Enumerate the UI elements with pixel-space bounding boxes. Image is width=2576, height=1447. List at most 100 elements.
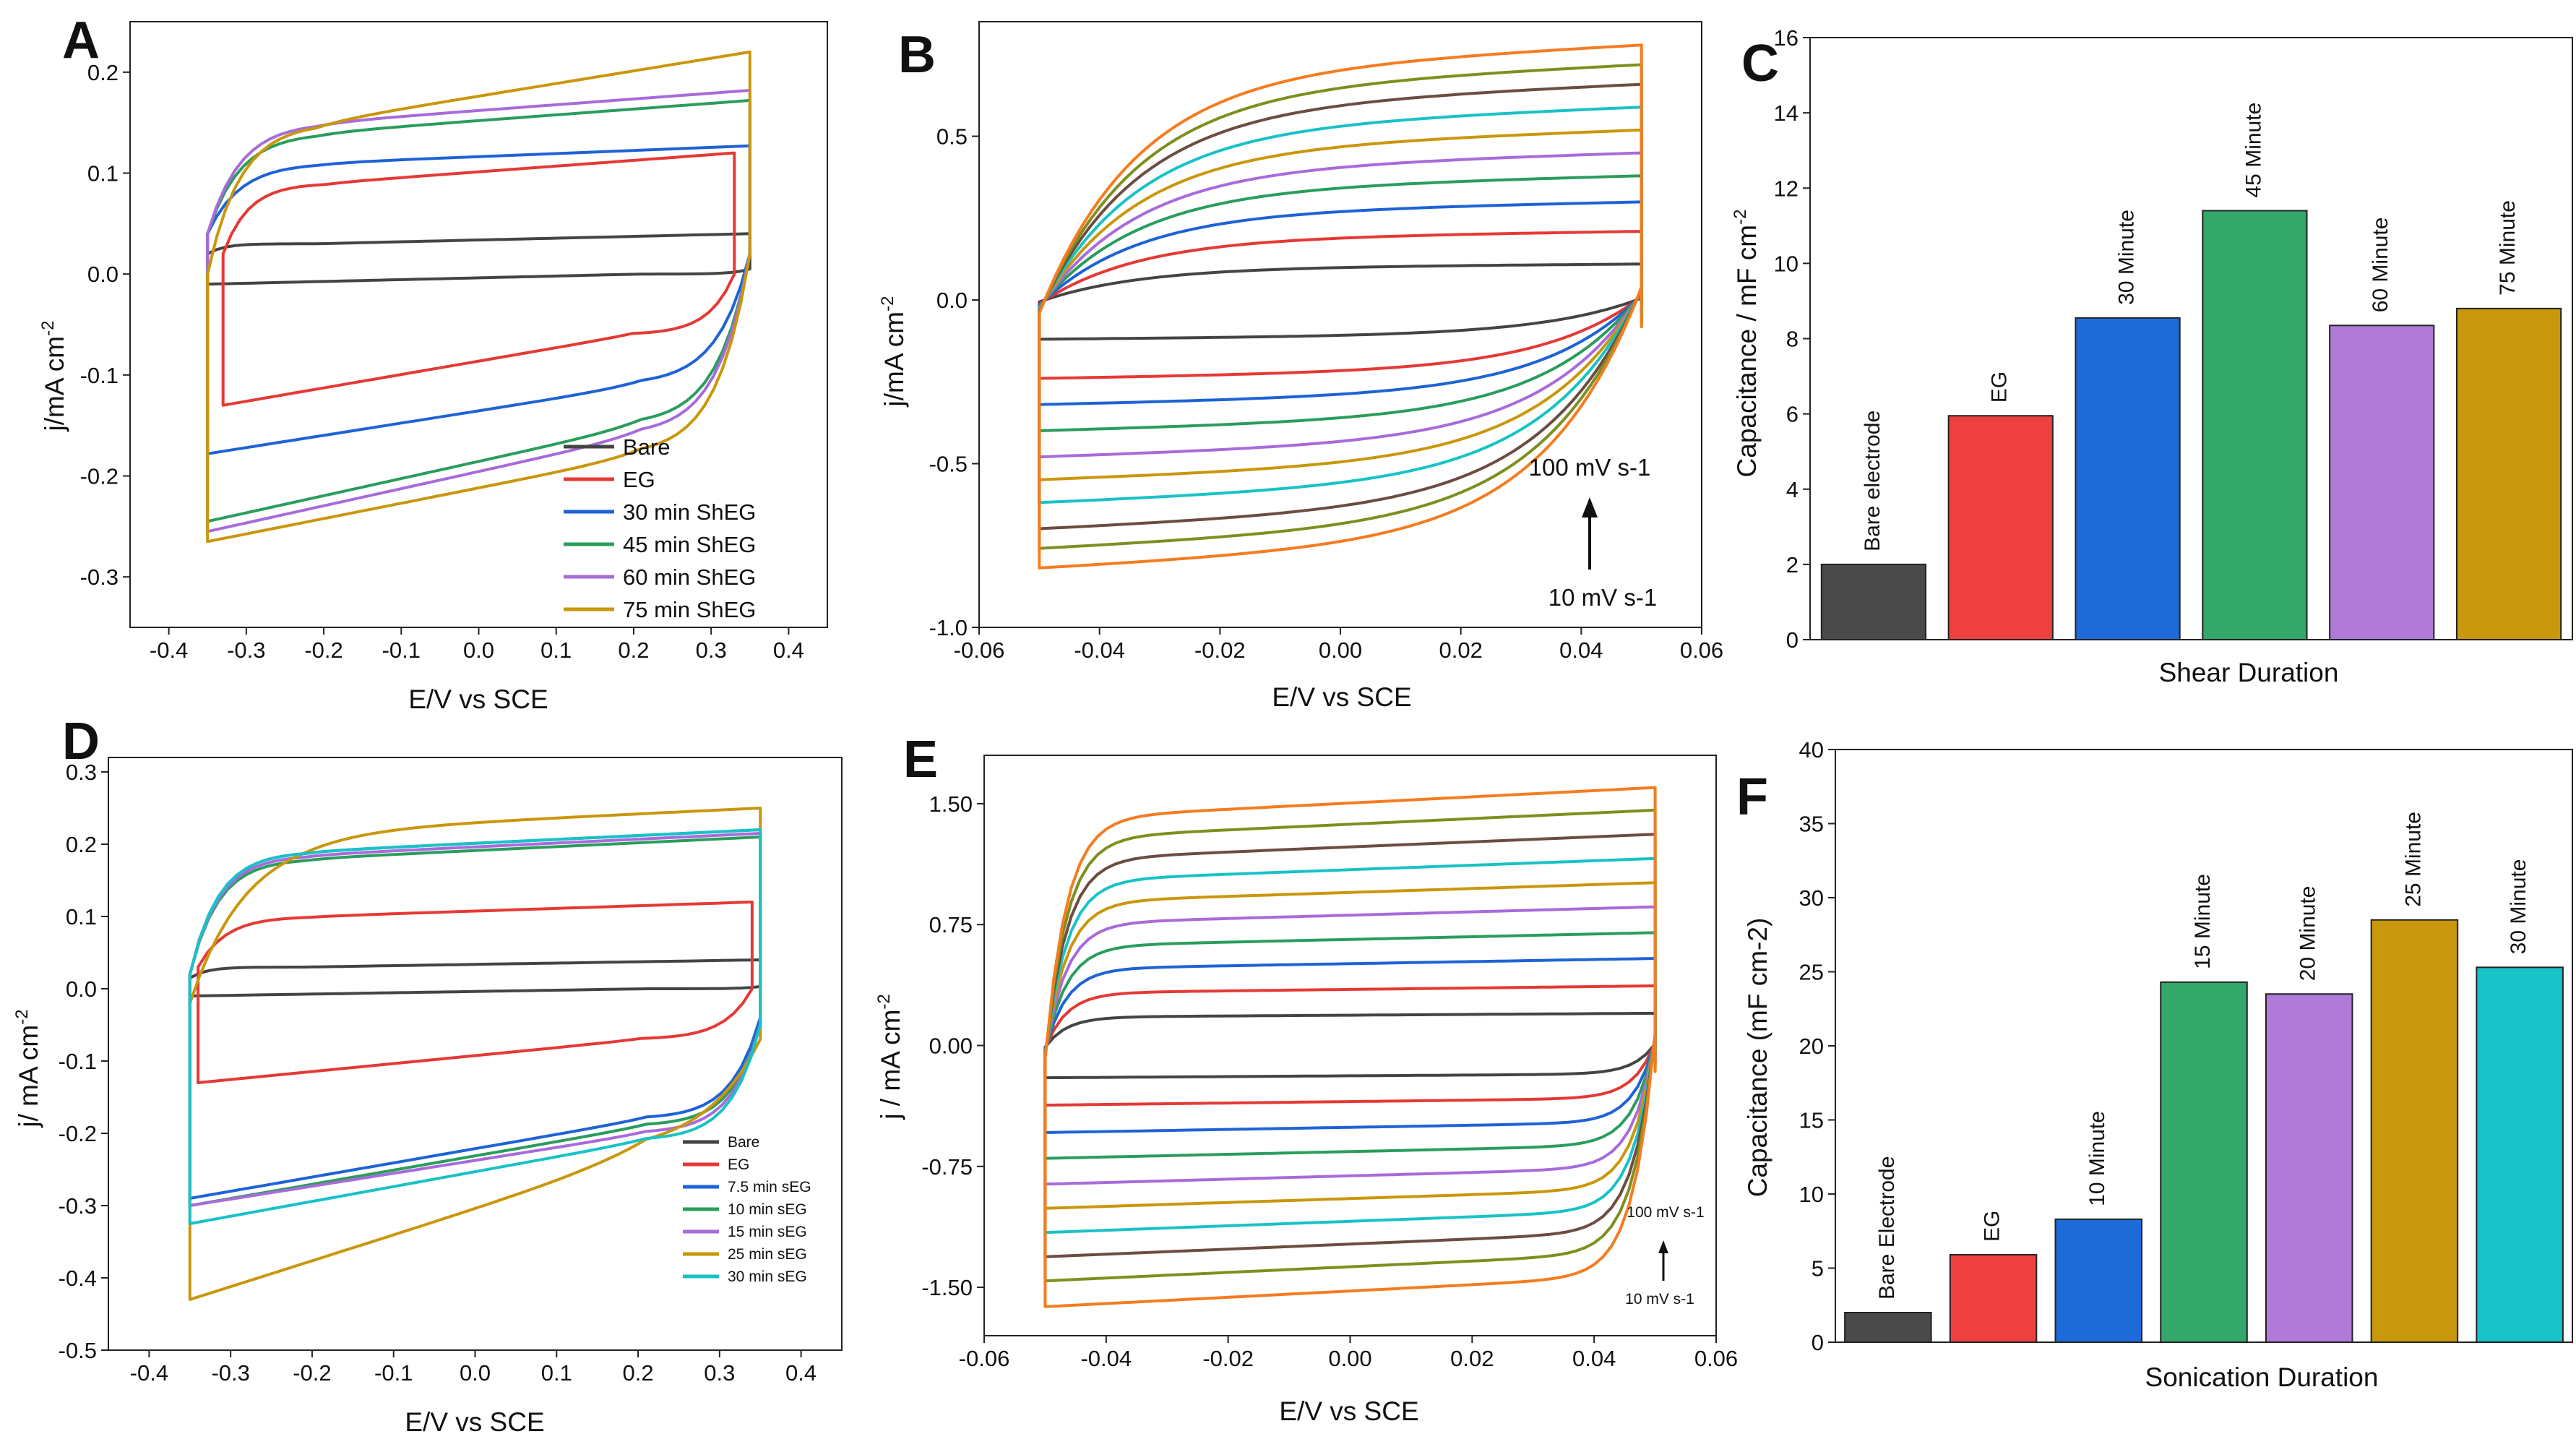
x-tick-label: 0.1	[540, 637, 572, 663]
panel-c-xlabel: Shear Duration	[2159, 658, 2339, 687]
cv-curve-75-min-ShEG	[206, 50, 751, 544]
x-tick-label: -0.3	[227, 637, 265, 663]
y-tick-label: -0.5	[59, 1338, 97, 1363]
y-tick-label: 2	[1786, 552, 1799, 577]
panel-b-ylabel-sup: -2	[878, 296, 897, 312]
panel-a-ylabel: j/mA cm-2	[38, 321, 69, 432]
x-tick-label: 0.3	[696, 637, 727, 663]
bar-label: 45 Minute	[2241, 103, 2265, 198]
panel-e-scan-arrow	[1658, 1240, 1668, 1281]
bar-label: 30 Minute	[2115, 210, 2139, 305]
y-tick-label: 0.0	[936, 288, 968, 313]
x-tick-label: -0.06	[954, 637, 1005, 663]
x-tick-label: -0.1	[374, 1360, 413, 1386]
x-tick-label: 0.1	[541, 1360, 572, 1386]
cv-curve-25-min-sEG	[188, 807, 762, 1301]
legend-label: 60 min ShEG	[623, 564, 756, 590]
x-tick-label: -0.04	[1074, 637, 1125, 663]
x-tick-label: 0.2	[618, 637, 649, 663]
panel-d-xlabel: E/V vs SCE	[405, 1407, 544, 1437]
y-tick-label: -0.3	[80, 564, 119, 590]
panel-d-ylabel-sup: -2	[12, 1009, 32, 1024]
cv-curve-40-mV-s-1	[1038, 174, 1643, 432]
x-tick-label: 0.4	[773, 637, 804, 663]
panel-c-plot: 0 2 4 6 8 10 12 14 16 Bare electrode EG 30 Minute 45…	[1774, 25, 2573, 653]
y-tick-label: 1.50	[929, 791, 973, 817]
x-tick-label: -0.02	[1194, 637, 1246, 663]
y-tick-label: 30	[1799, 885, 1824, 911]
y-tick-label: 8	[1786, 327, 1799, 352]
bar-label: Bare electrode	[1861, 411, 1884, 551]
panel-e-plot: -0.06 -0.04 -0.02 0.00 0.02 0.04 0.06 -1.50 -0.7…	[921, 755, 1738, 1371]
y-tick-label: 40	[1799, 737, 1824, 763]
bar-15-minute	[2160, 981, 2248, 1343]
y-tick-label: 0	[1786, 627, 1799, 653]
cv-curve-100-mV-s-1	[1038, 43, 1643, 570]
bar-25-minute	[2370, 919, 2459, 1343]
y-tick-label: 20	[1799, 1034, 1824, 1059]
legend-label: Bare	[728, 1134, 759, 1151]
y-tick-label: 14	[1774, 100, 1799, 126]
x-tick-label: -0.1	[382, 637, 421, 663]
legend-label: 10 min sEG	[728, 1201, 807, 1218]
y-tick-label: 4	[1786, 477, 1799, 502]
bar-75-minute	[2455, 307, 2562, 640]
panel-c-ylabel: Capacitance / mF cm-2	[1731, 210, 1762, 478]
y-tick-label: 0.1	[87, 161, 119, 186]
panel-c-ylabel-main: Capacitance / mF cm	[1732, 225, 1762, 478]
panel-d-ylabel-main: j/ mA cm	[14, 1025, 43, 1128]
panel-e-ylabel: j / mA cm-2	[874, 994, 905, 1120]
legend-label: Bare	[623, 434, 670, 460]
panel-f-ylabel: Capacitance (mF cm-2)	[1743, 918, 1772, 1198]
bar-eg	[1949, 1254, 2038, 1344]
cv-curve-100-mV-s-1	[1043, 786, 1657, 1308]
y-tick-label: -0.75	[921, 1154, 973, 1180]
panel-f: F 0 5 10 15 20 25 30 35 40 Bare Electrode EG 10 Min…	[1736, 737, 2573, 1392]
legend-label: 25 min sEG	[728, 1246, 807, 1263]
bar-label: 75 Minute	[2496, 200, 2520, 296]
bar-20-minute	[2265, 993, 2353, 1343]
panel-a: A -0.4 -0.3 -0.2 -0.1 0.0 0.1 0.2 0.3 0.4-0.3-0.…	[38, 12, 828, 714]
panel-b-plot: -0.06 -0.04 -0.02 0.00 0.02 0.04 0.06 -1.0 -0.5 0…	[929, 21, 1723, 663]
y-tick-label: 0.00	[929, 1034, 973, 1059]
x-tick-label: 0.00	[1319, 637, 1362, 663]
y-tick-label: 25	[1799, 960, 1824, 985]
y-tick-label: 15	[1799, 1108, 1824, 1133]
panel-e-annotation-low: 10 mV s-1	[1625, 1291, 1694, 1308]
panel-f-xlabel: Sonication Duration	[2145, 1362, 2379, 1392]
y-tick-label: 0.0	[66, 976, 97, 1002]
y-tick-label: 0.2	[87, 60, 119, 85]
x-tick-label: -0.2	[304, 637, 343, 663]
panel-b-xlabel: E/V vs SCE	[1272, 682, 1411, 712]
y-tick-label: -0.3	[59, 1193, 97, 1219]
bar-label: Bare Electrode	[1875, 1156, 1899, 1300]
x-tick-label: -0.3	[211, 1360, 249, 1386]
cv-curve-40-mV-s-1	[1043, 931, 1657, 1160]
y-tick-label: 35	[1799, 812, 1824, 837]
y-tick-label: -0.5	[929, 452, 968, 477]
panel-b-annotation-high: 100 mV s-1	[1529, 454, 1651, 481]
cv-curve-30-min-ShEG	[206, 144, 751, 455]
legend-label: 75 min ShEG	[623, 597, 756, 622]
cv-curve-10-min-sEG	[188, 836, 762, 1207]
cv-curve-EG	[221, 151, 736, 407]
panel-a-letter: A	[62, 12, 100, 69]
cv-curve-20-mV-s-1	[1043, 984, 1657, 1107]
x-tick-label: 0.02	[1439, 637, 1482, 663]
panel-a-ylabel-main: j/mA cm	[40, 336, 69, 432]
bar-label: 15 Minute	[2191, 874, 2215, 969]
legend-label: EG	[728, 1156, 749, 1173]
bar-label: EG	[1988, 372, 2012, 403]
x-tick-label: -0.4	[130, 1360, 168, 1386]
cv-curve-7.5-min-sEG	[188, 828, 762, 1200]
y-tick-label: 0.1	[66, 904, 97, 929]
y-tick-label: -0.1	[80, 363, 119, 388]
panel-b-annotation-low: 10 mV s-1	[1548, 584, 1657, 611]
y-tick-label: 16	[1774, 25, 1799, 51]
bar-eg	[1947, 415, 2054, 641]
legend-label: 45 min ShEG	[623, 532, 756, 557]
x-tick-label: 0.3	[704, 1360, 735, 1386]
legend-label: 15 min sEG	[728, 1224, 807, 1240]
panel-e-ylabel-main: j / mA cm	[876, 1010, 905, 1120]
y-tick-label: -0.2	[59, 1121, 97, 1146]
